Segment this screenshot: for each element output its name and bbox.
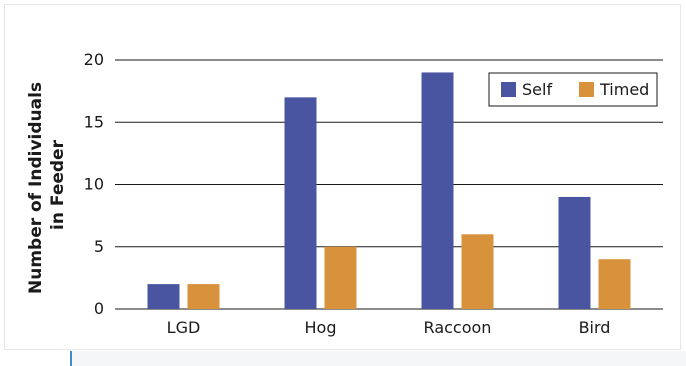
y-tick-label: 0 [94, 299, 104, 318]
bar-self-lgd [147, 284, 180, 309]
bottom-strip-marker [70, 351, 72, 366]
category-label-lgd: LGD [167, 318, 201, 337]
bars [147, 72, 631, 309]
y-axis-label-line-2: in Feeder [48, 139, 68, 230]
bar-self-hog [284, 97, 317, 309]
category-label-bird: Bird [579, 318, 611, 337]
y-axis-label: Number of Individuals in Feeder [26, 76, 68, 294]
bar-timed-bird [598, 259, 631, 309]
legend-swatch-self [501, 82, 516, 97]
legend-box [488, 72, 658, 107]
bar-timed-hog [324, 246, 357, 309]
y-axis-label-line-1: Number of Individuals [26, 82, 46, 294]
bottom-strip [70, 351, 686, 366]
legend-swatch-timed [579, 82, 594, 97]
y-tick-label: 15 [84, 112, 104, 131]
bar-self-raccoon [421, 72, 454, 309]
category-labels: LGD Hog Raccoon Bird [167, 318, 611, 337]
legend-label-timed: Timed [599, 80, 649, 99]
bar-self-bird [558, 196, 591, 309]
bar-timed-raccoon [461, 234, 494, 309]
bar-timed-lgd [187, 284, 220, 309]
y-tick-labels: 0 5 10 15 20 [84, 50, 104, 318]
category-label-raccoon: Raccoon [424, 318, 492, 337]
y-tick-label: 20 [84, 50, 104, 69]
legend: Self Timed [488, 72, 658, 107]
category-label-hog: Hog [305, 318, 337, 337]
y-tick-label: 5 [94, 237, 104, 256]
y-tick-label: 10 [84, 175, 104, 194]
legend-label-self: Self [522, 80, 552, 99]
